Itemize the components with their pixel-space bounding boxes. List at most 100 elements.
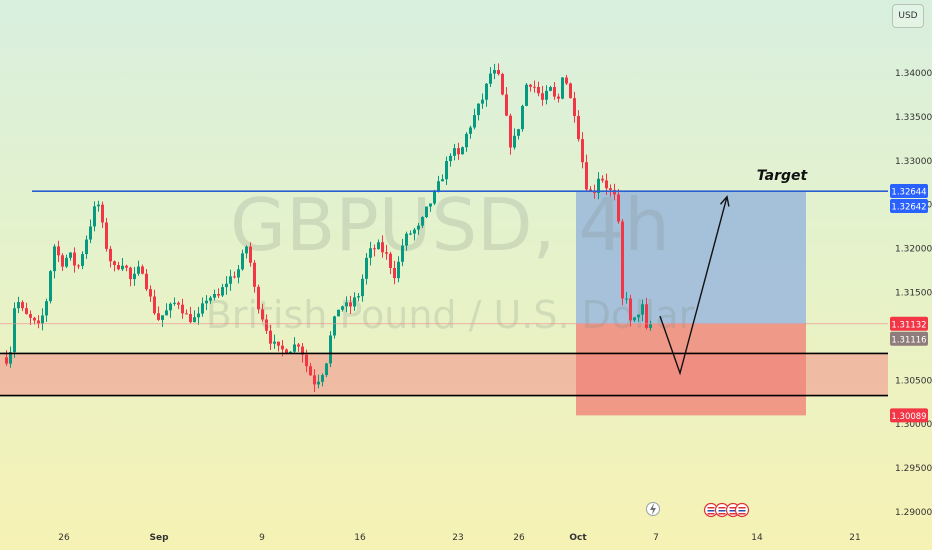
candle-body xyxy=(465,133,468,148)
candle-body xyxy=(305,354,308,367)
candle-body xyxy=(269,330,272,344)
candle-body xyxy=(485,83,488,100)
candle-body xyxy=(133,273,136,280)
candle-body xyxy=(369,248,372,258)
candle-body xyxy=(625,298,628,300)
candle-body xyxy=(397,261,400,279)
candle-body xyxy=(237,269,240,278)
candle-body xyxy=(481,99,484,104)
candle-body xyxy=(313,375,316,385)
candle-body xyxy=(405,233,408,246)
candle-body xyxy=(437,181,440,192)
candle-body xyxy=(53,246,56,272)
candle-body xyxy=(573,98,576,117)
x-tick-label: Sep xyxy=(149,533,169,543)
candle-body xyxy=(429,203,432,207)
candle-body xyxy=(501,73,504,95)
candle-body xyxy=(277,341,280,346)
x-tick-label: Oct xyxy=(569,533,587,543)
candle-body xyxy=(285,349,288,354)
candle-body xyxy=(89,226,92,240)
candle-body xyxy=(553,87,556,97)
candle-body xyxy=(417,225,420,230)
candle-body xyxy=(605,180,608,189)
candle-body xyxy=(497,69,500,74)
candle-body xyxy=(301,346,304,355)
x-tick-label: 26 xyxy=(513,533,525,543)
candle-body xyxy=(29,314,32,318)
candle-body xyxy=(77,265,80,267)
candle-body xyxy=(377,242,380,250)
candle-body xyxy=(149,289,152,297)
candle-body xyxy=(349,302,352,307)
candle-body xyxy=(205,300,208,304)
x-tick-label: 7 xyxy=(653,533,659,543)
target-label: Target xyxy=(757,168,809,184)
flag-event-icon xyxy=(729,513,737,515)
candle-body xyxy=(189,314,192,323)
candle-body xyxy=(25,308,28,315)
candle-body xyxy=(581,139,584,163)
candle-body xyxy=(97,204,100,207)
candle-body xyxy=(145,273,148,290)
candle-body xyxy=(577,116,580,140)
candle-body xyxy=(273,341,276,344)
candle-body xyxy=(45,301,48,316)
candle-body xyxy=(381,242,384,253)
candle-body xyxy=(73,252,76,266)
candle-body xyxy=(229,276,232,284)
projection-path xyxy=(659,196,728,376)
candle-body xyxy=(517,129,520,136)
candle-body xyxy=(201,303,204,314)
candle-body xyxy=(321,375,324,382)
price-label-badge xyxy=(890,408,928,423)
candle-body xyxy=(253,262,256,287)
candle-body xyxy=(265,319,268,331)
projection-arrowhead xyxy=(719,195,730,207)
candle-body xyxy=(249,246,252,263)
candle-body xyxy=(545,90,548,100)
candle-body xyxy=(389,253,392,268)
candle-body xyxy=(541,93,544,100)
flag-event-icon xyxy=(718,513,726,515)
candle-body xyxy=(93,206,96,227)
candle-body xyxy=(413,229,416,234)
flag-event-icon xyxy=(729,507,737,509)
candle-body xyxy=(433,191,436,204)
candle-body xyxy=(361,278,364,297)
candle-body xyxy=(185,313,188,315)
candle-body xyxy=(549,87,552,91)
candle-body xyxy=(505,94,508,116)
currency-button[interactable]: USD xyxy=(892,4,924,28)
candle-body xyxy=(441,179,444,182)
price-label-badge xyxy=(890,331,928,346)
candle-body xyxy=(193,317,196,323)
candle-body xyxy=(589,189,592,191)
candle-body xyxy=(445,161,448,180)
candle-body xyxy=(469,127,472,134)
flag-event-icon xyxy=(738,513,746,515)
candle-body xyxy=(281,345,284,350)
candle-body xyxy=(597,178,600,193)
candle-body xyxy=(493,69,496,74)
candle-body xyxy=(357,296,360,298)
candle-body xyxy=(49,271,52,302)
candle-body xyxy=(245,246,248,254)
candle-body xyxy=(221,287,224,296)
candle-body xyxy=(341,306,344,310)
flag-event-icon xyxy=(738,507,746,509)
candle-body xyxy=(13,308,16,353)
candle-body xyxy=(41,315,44,324)
candle-body xyxy=(81,254,84,266)
price-label-text: 1.30089 xyxy=(891,412,926,422)
candle-body xyxy=(177,302,180,305)
candle-body xyxy=(489,73,492,84)
watermark-description: British Pound / U.S. Dollar xyxy=(206,293,695,337)
candle-body xyxy=(345,302,348,307)
candle-body xyxy=(509,115,512,148)
lightning-event-icon xyxy=(650,503,656,515)
candle-body xyxy=(393,267,396,279)
candle-body xyxy=(609,188,612,190)
